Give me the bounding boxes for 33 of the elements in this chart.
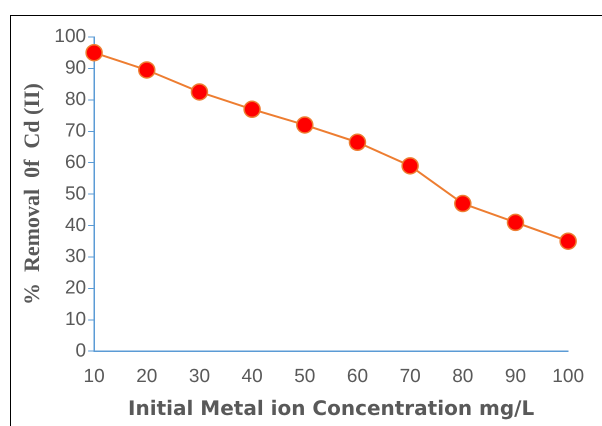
y-tick-label: 0: [76, 340, 86, 362]
x-tick-label: 70: [400, 366, 421, 387]
point: [454, 194, 472, 212]
x-tick-label: 100: [552, 366, 584, 387]
y-tick-label: 100: [54, 26, 86, 48]
y-tick-label: 50: [64, 183, 86, 204]
x-axis-title: Initial Metal ion Concentration mg/L: [128, 396, 534, 420]
y-tick-label: 40: [64, 214, 86, 236]
y-tick-label: 70: [64, 120, 86, 142]
x-tick-label: 60: [346, 366, 368, 387]
y-tick-label: 90: [64, 58, 86, 79]
x-tick-label: 50: [294, 366, 316, 387]
point: [296, 116, 314, 134]
y-tick-label: 20: [64, 278, 86, 299]
point: [85, 44, 103, 62]
point: [190, 83, 208, 101]
x-tick-label: 90: [504, 366, 526, 387]
point: [559, 232, 577, 250]
x-tick-label: 40: [242, 366, 263, 387]
y-tick-label: 60: [64, 152, 86, 173]
x-tick-label: 30: [188, 366, 210, 387]
point: [506, 214, 524, 232]
x-tick-label: 10: [84, 366, 105, 387]
point: [138, 61, 156, 79]
y-tick-label: 10: [64, 309, 86, 330]
point: [401, 157, 419, 175]
y-tick-label: 30: [64, 246, 86, 268]
x-tick-label: 20: [136, 366, 158, 387]
y-tick-label: 80: [64, 89, 86, 110]
point: [348, 134, 366, 152]
y-axis-title: % Removal 0f Cd (II): [18, 83, 44, 306]
x-tick-label: 80: [452, 366, 474, 387]
point: [243, 100, 261, 118]
